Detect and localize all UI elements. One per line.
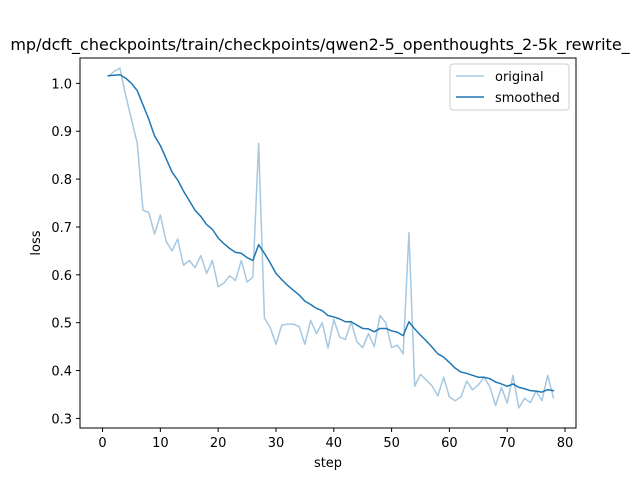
x-axis-label: step	[314, 456, 342, 471]
y-tick-label: 0.6	[51, 269, 72, 284]
y-tick-label: 0.7	[51, 221, 72, 236]
y-tick-label: 0.3	[51, 412, 72, 427]
legend: original smoothed	[449, 63, 570, 111]
y-axis: 0.3 0.4 0.5 0.6 0.7 0.8 0.9 1.0	[51, 77, 80, 427]
legend-label-smoothed: smoothed	[495, 91, 560, 106]
axes-frame	[79, 57, 577, 429]
y-tick-label: 0.8	[51, 173, 72, 188]
series-line-original	[107, 67, 555, 409]
y-tick-label: 0.4	[51, 365, 72, 380]
x-tick-label: 0	[98, 436, 106, 451]
x-tick-label: 40	[326, 436, 343, 451]
y-tick-label: 0.9	[51, 125, 72, 140]
chart-title: mp/dcft_checkpoints/train/checkpoints/qw…	[10, 35, 630, 55]
y-tick-label: 0.5	[51, 317, 72, 332]
legend-label-original: original	[495, 70, 544, 85]
x-tick-label: 70	[499, 436, 516, 451]
x-tick-label: 30	[268, 436, 285, 451]
series-line-smoothed	[107, 74, 555, 393]
x-tick-label: 50	[383, 436, 400, 451]
plot-area	[107, 67, 555, 409]
x-axis: 0 10 20 30 40 50 60 70 80	[98, 428, 573, 451]
x-tick-label: 80	[557, 436, 574, 451]
y-tick-label: 1.0	[51, 77, 72, 92]
x-tick-label: 20	[210, 436, 227, 451]
x-tick-label: 60	[441, 436, 458, 451]
x-tick-label: 10	[152, 436, 169, 451]
y-axis-label: loss	[29, 230, 44, 255]
